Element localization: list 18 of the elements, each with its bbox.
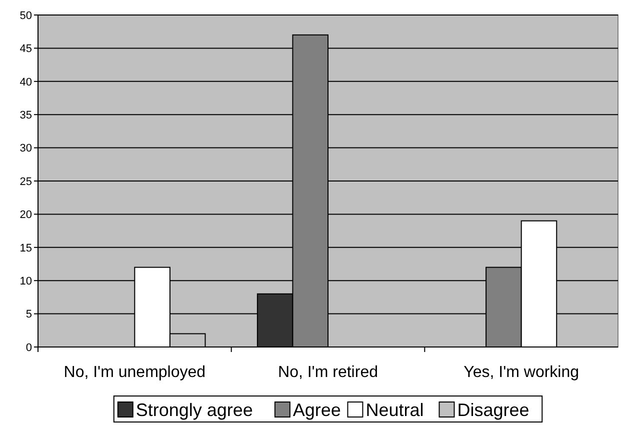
y-tick-label: 0	[26, 342, 32, 354]
y-tick-label: 15	[20, 242, 32, 254]
y-tick-label: 50	[20, 10, 32, 22]
y-tick-label: 10	[20, 275, 32, 288]
legend-label: Strongly agree	[136, 400, 253, 420]
y-tick-label: 35	[20, 109, 32, 122]
y-tick-label: 20	[20, 209, 32, 222]
legend-label: Agree	[292, 400, 341, 420]
y-tick-label: 5	[26, 308, 32, 321]
x-tick-label: Yes, I'm working	[464, 364, 580, 381]
y-tick-label: 30	[20, 142, 32, 155]
legend-label: Neutral	[366, 400, 424, 420]
legend-label: Disagree	[457, 400, 530, 420]
x-tick-label: No, I'm unemployed	[64, 364, 206, 381]
y-tick-label: 40	[20, 76, 32, 88]
y-tick-label: 45	[20, 43, 32, 56]
y-tick-label: 25	[20, 176, 32, 188]
x-tick-label: No, I'm retired	[278, 364, 378, 381]
